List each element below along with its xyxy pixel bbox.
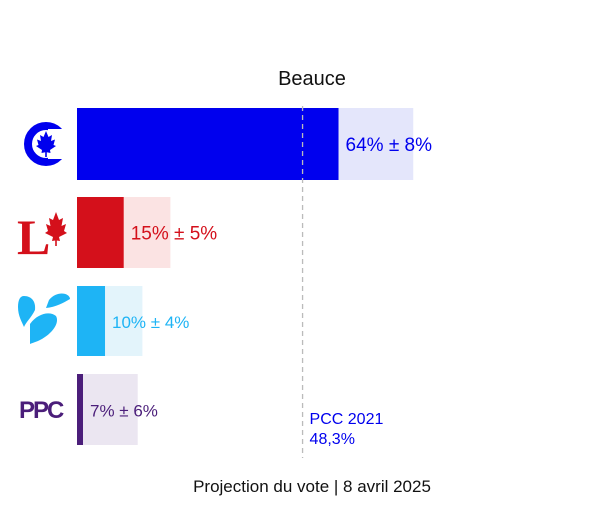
liberal-party-logo-icon: L (17, 209, 67, 265)
value-label-plc: 15% ± 5% (131, 224, 218, 245)
label-layer: 64% ± 8% 15% ± 5% 10% ± 4% 7% ± 6% (90, 135, 432, 421)
chart-footer: Projection du vote | 8 avril 2025 (193, 477, 431, 496)
value-label-bloc: 10% ± 4% (112, 313, 189, 332)
bloc-quebecois-logo-icon (18, 293, 70, 344)
chart-title: Beauce (278, 68, 346, 90)
conservative-party-logo-icon (24, 122, 68, 166)
bar-ppc (77, 374, 83, 445)
svg-text:PPC: PPC (19, 397, 64, 424)
value-label-pcc: 64% ± 8% (346, 135, 433, 156)
svg-text:L: L (17, 209, 50, 265)
value-label-ppc: 7% ± 6% (90, 402, 158, 421)
bar-plc (77, 197, 124, 268)
ppc-logo-icon: PPC (19, 397, 66, 424)
bar-layer (77, 108, 339, 445)
bar-bloc (77, 286, 106, 356)
reference-label-value: 48,3% (310, 431, 355, 448)
reference-label-year: PCC 2021 (310, 411, 384, 428)
range-band-ppc (77, 374, 138, 445)
bar-pcc (77, 108, 339, 180)
